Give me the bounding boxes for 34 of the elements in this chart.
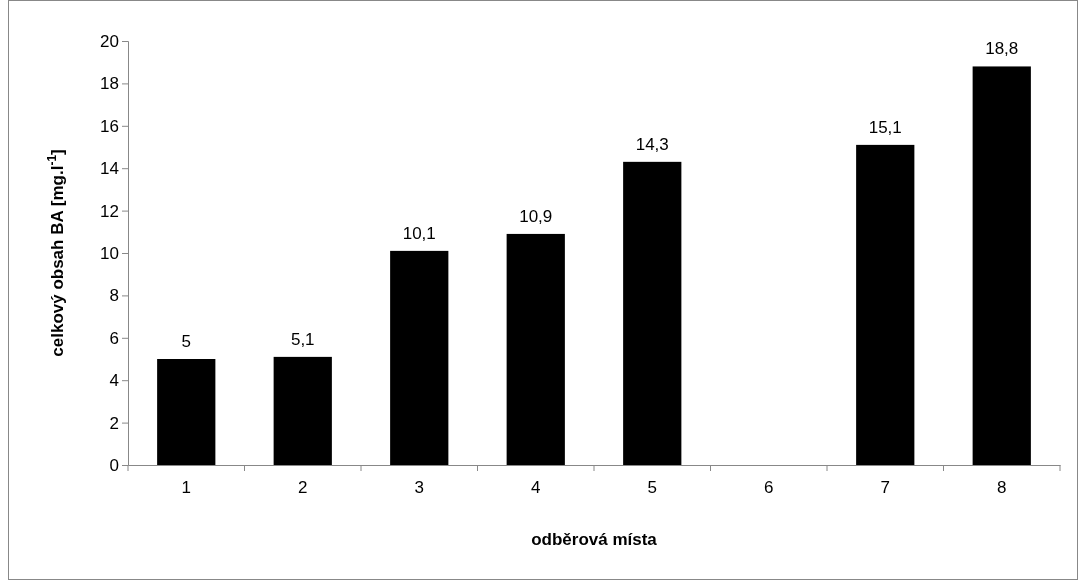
y-tick-label: 2 [109,413,119,433]
bar [390,250,449,465]
y-tick-label: 14 [100,159,119,179]
y-tick-label: 0 [109,455,119,475]
y-tick-label: 16 [100,116,119,136]
bar [506,233,565,465]
x-tick-label: 7 [880,478,890,498]
x-tick-label: 6 [764,478,774,498]
y-tick-label: 10 [100,243,119,263]
bar [623,161,682,465]
data-label: 18,8 [985,39,1019,59]
x-tick-label: 2 [298,478,308,498]
data-label: 10,9 [519,206,553,226]
bar [273,356,332,465]
y-tick-label: 4 [109,371,119,391]
data-label: 15,1 [868,117,902,137]
bar [856,144,915,465]
x-tick-label: 1 [181,478,191,498]
data-label: 14,3 [635,134,669,154]
y-tick-label: 12 [100,201,119,221]
y-tick-label: 6 [109,328,119,348]
data-label: 5 [181,332,191,351]
x-tick-label: 3 [414,478,424,498]
y-tick-label: 18 [100,74,119,94]
data-label: 10,1 [402,223,436,243]
x-axis-title: odběrová místa [531,530,658,549]
y-tick-label: 20 [100,31,119,51]
data-label: 5,1 [290,329,315,349]
x-tick-label: 5 [647,478,657,498]
bar [157,359,216,465]
x-tick-label: 4 [531,478,541,498]
bar [972,66,1031,465]
x-tick-label: 8 [997,478,1007,498]
y-tick-label: 8 [109,286,119,306]
